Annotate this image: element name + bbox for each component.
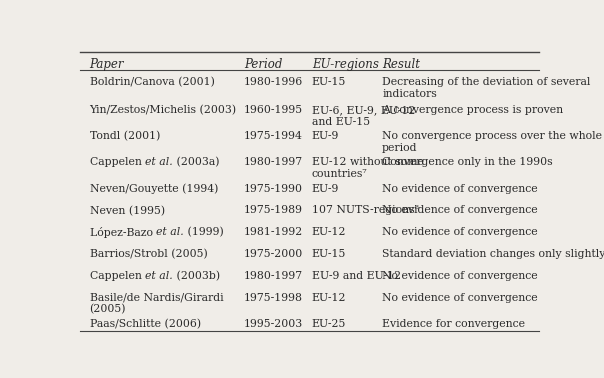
Text: López-Bazo: López-Bazo	[89, 227, 156, 238]
Text: Cappelen: Cappelen	[89, 271, 145, 281]
Text: EU-12: EU-12	[312, 227, 346, 237]
Text: (1999): (1999)	[184, 227, 223, 238]
Text: Yin/Zestos/Michelis (2003): Yin/Zestos/Michelis (2003)	[89, 105, 237, 115]
Text: Boldrin/Canova (2001): Boldrin/Canova (2001)	[89, 77, 214, 88]
Text: EU-6, EU-9, EU-12
and EU-15: EU-6, EU-9, EU-12 and EU-15	[312, 105, 416, 127]
Text: 1975-2000: 1975-2000	[244, 249, 303, 259]
Text: Cappelen: Cappelen	[89, 157, 145, 167]
Text: EU-9: EU-9	[312, 184, 339, 194]
Text: et al.: et al.	[145, 271, 173, 281]
Text: Tondl (2001): Tondl (2001)	[89, 131, 160, 141]
Text: Paas/Schlitte (2006): Paas/Schlitte (2006)	[89, 319, 201, 329]
Text: 1960-1995: 1960-1995	[244, 105, 303, 115]
Text: et al.: et al.	[156, 227, 184, 237]
Text: Neven (1995): Neven (1995)	[89, 206, 165, 216]
Text: (2003b): (2003b)	[173, 271, 220, 281]
Text: Evidence for convergence: Evidence for convergence	[382, 319, 525, 329]
Text: EU-12 without some
countries⁷: EU-12 without some countries⁷	[312, 157, 424, 179]
Text: EU-9: EU-9	[312, 131, 339, 141]
Text: No evidence of convergence: No evidence of convergence	[382, 184, 538, 194]
Text: 1975-1994: 1975-1994	[244, 131, 303, 141]
Text: Paper: Paper	[89, 59, 124, 71]
Text: No evidence of convergence: No evidence of convergence	[382, 293, 538, 303]
Text: 1980-1997: 1980-1997	[244, 271, 303, 281]
Text: (2003a): (2003a)	[173, 157, 219, 168]
Text: 1975-1989: 1975-1989	[244, 206, 303, 215]
Text: EU-regions: EU-regions	[312, 59, 379, 71]
Text: 1981-1992: 1981-1992	[244, 227, 303, 237]
Text: Decreasing of the deviation of several
indicators: Decreasing of the deviation of several i…	[382, 77, 591, 99]
Text: EU-25: EU-25	[312, 319, 346, 329]
Text: Period: Period	[244, 59, 283, 71]
Text: Standard deviation changes only slightly: Standard deviation changes only slightly	[382, 249, 604, 259]
Text: Neven/Gouyette (1994): Neven/Gouyette (1994)	[89, 184, 218, 194]
Text: No evidence of convergence: No evidence of convergence	[382, 206, 538, 215]
Text: 1975-1998: 1975-1998	[244, 293, 303, 303]
Text: EU-15: EU-15	[312, 77, 346, 87]
Text: 1995-2003: 1995-2003	[244, 319, 303, 329]
Text: EU-15: EU-15	[312, 249, 346, 259]
Text: et al.: et al.	[145, 157, 173, 167]
Text: 1980-1997: 1980-1997	[244, 157, 303, 167]
Text: 1980-1996: 1980-1996	[244, 77, 303, 87]
Text: No evidence of convergence: No evidence of convergence	[382, 271, 538, 281]
Text: EU-12: EU-12	[312, 293, 346, 303]
Text: Basile/de Nardis/Girardi
(2005): Basile/de Nardis/Girardi (2005)	[89, 293, 223, 315]
Text: Convergence only in the 1990s: Convergence only in the 1990s	[382, 157, 553, 167]
Text: Result: Result	[382, 59, 420, 71]
Text: No evidence of convergence: No evidence of convergence	[382, 227, 538, 237]
Text: Barrios/Strobl (2005): Barrios/Strobl (2005)	[89, 249, 207, 259]
Text: No convergence process over the whole
period: No convergence process over the whole pe…	[382, 131, 602, 153]
Text: EU-9 and EU-12: EU-9 and EU-12	[312, 271, 401, 281]
Text: 107 NUTS-regions⁸: 107 NUTS-regions⁸	[312, 206, 419, 215]
Text: A convergence process is proven: A convergence process is proven	[382, 105, 564, 115]
Text: 1975-1990: 1975-1990	[244, 184, 303, 194]
